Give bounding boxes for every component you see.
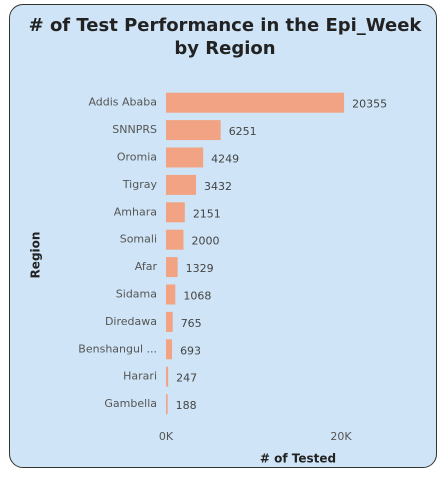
bar [166, 394, 168, 415]
x-tick-label: 0K [159, 430, 174, 443]
y-tick-label: Gambella [104, 397, 157, 410]
bar [166, 311, 173, 332]
value-label: 2000 [192, 235, 220, 248]
value-label: 1068 [183, 290, 211, 303]
bar [166, 284, 176, 305]
bar [166, 147, 204, 168]
y-tick-label: Sidama [116, 288, 157, 301]
y-tick-label: Addis Ababa [88, 96, 157, 109]
bar [166, 229, 184, 250]
value-label: 20355 [352, 98, 387, 111]
y-tick-label: Amhara [114, 205, 157, 218]
y-tick-label: Afar [135, 260, 158, 273]
bar [166, 174, 197, 195]
value-label: 6251 [229, 125, 257, 138]
bar [166, 120, 221, 141]
bar [166, 92, 345, 113]
value-label: 3432 [204, 180, 232, 193]
x-axis-title: # of Tested [260, 452, 336, 466]
bar [166, 339, 173, 360]
value-label: 247 [176, 372, 197, 385]
y-tick-label: Tigray [122, 178, 158, 191]
y-tick-label: Oromia [117, 151, 157, 164]
y-axis-title: Region [29, 232, 43, 279]
bar [166, 202, 185, 223]
bar [166, 366, 169, 387]
x-tick-label: 20K [330, 430, 352, 443]
y-tick-label: SNNPRS [112, 123, 157, 136]
y-tick-label: Somali [120, 233, 157, 246]
value-label: 2151 [193, 207, 221, 220]
y-tick-label: Harari [123, 370, 157, 383]
y-tick-label: Benshangul ... [78, 342, 157, 355]
bar [166, 257, 178, 278]
y-tick-label: Diredawa [105, 315, 157, 328]
value-label: 1329 [186, 262, 214, 275]
value-label: 4249 [211, 153, 239, 166]
value-label: 693 [180, 344, 201, 357]
value-label: 765 [181, 317, 202, 330]
chart-card [9, 4, 437, 468]
chart-title: # of Test Performance in the Epi_Week by… [28, 15, 422, 59]
value-label: 188 [176, 399, 197, 412]
